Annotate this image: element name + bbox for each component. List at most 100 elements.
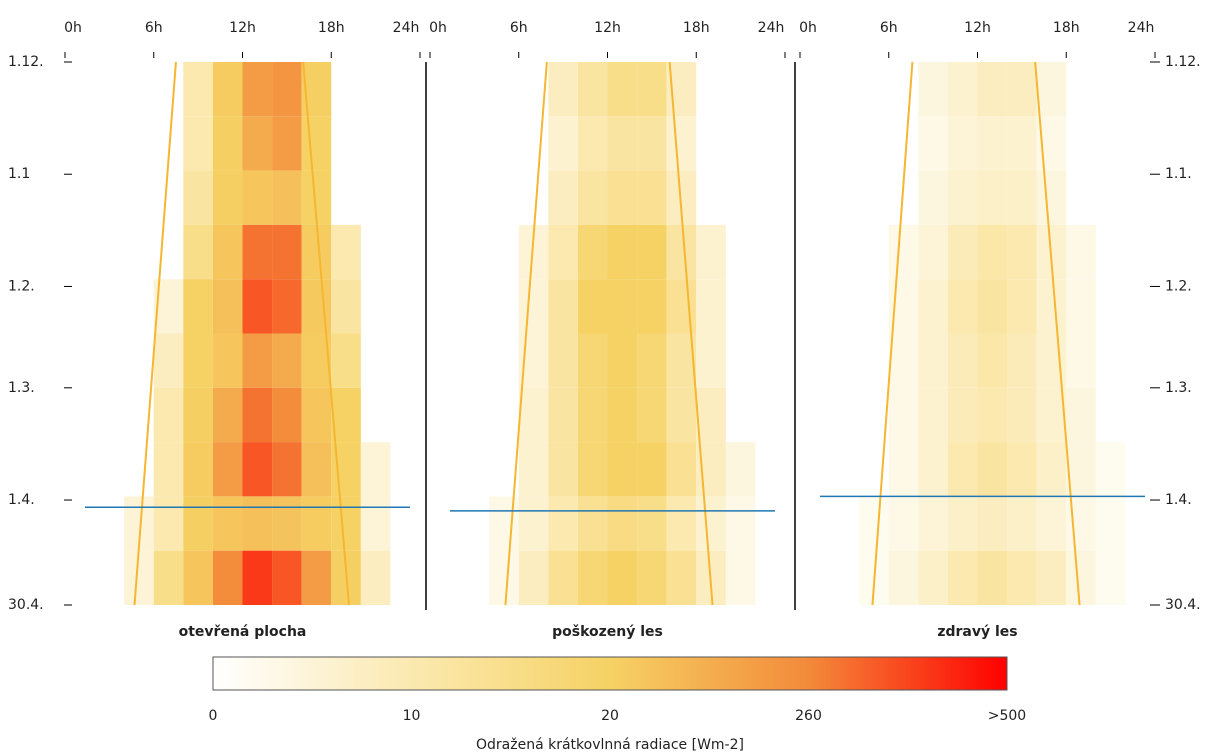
heat-cell (212, 550, 243, 605)
heat-cell (272, 496, 302, 551)
daylight-line (668, 61, 714, 606)
heat-cell (696, 387, 726, 443)
heat-cell (947, 116, 978, 171)
heat-cell (212, 116, 243, 171)
heat-cell (637, 279, 667, 334)
y-tick-label: 1.12. (8, 54, 44, 70)
heat-cell (1066, 442, 1096, 497)
y2-tick-label: 1.12. (1165, 54, 1201, 70)
heat-cell (1036, 170, 1067, 225)
heat-cell (331, 224, 361, 280)
heat-cell (183, 550, 213, 605)
panel-title: zdravý les (937, 624, 1017, 640)
x-tick-label: 6h (510, 20, 528, 36)
colorbar-title: Odražená krátkovlnná radiace [Wm-2] (476, 737, 744, 753)
heat-cell (1007, 333, 1037, 388)
heat-cell (977, 333, 1008, 388)
heat-cell (637, 116, 667, 171)
daylight-line (133, 61, 177, 606)
heat-cell (577, 170, 608, 225)
x-tick-label: 24h (1128, 20, 1155, 36)
heat-cell (489, 496, 519, 551)
heat-cell (1095, 442, 1126, 497)
heat-cell (1007, 496, 1037, 551)
heat-cell (518, 387, 549, 443)
heat-cell (331, 333, 361, 388)
heat-cell (183, 170, 213, 225)
x-tick-label: 6h (880, 20, 898, 36)
heat-cell (518, 550, 549, 605)
heat-cell (888, 442, 919, 497)
heat-cell (301, 279, 332, 334)
heat-cell (1007, 62, 1037, 117)
heat-cell (272, 170, 302, 225)
heat-cell (301, 224, 332, 280)
heat-cell (1007, 279, 1037, 334)
y2-tick-label: 1.2. (1165, 278, 1192, 294)
heat-cell (666, 224, 697, 280)
heat-cell (666, 116, 697, 171)
heat-cell (607, 442, 638, 497)
heat-cell (918, 224, 948, 280)
heat-cell (548, 496, 578, 551)
heat-cell (242, 333, 273, 388)
heat-cell (977, 224, 1008, 280)
heat-cell (548, 387, 578, 443)
panel-title: poškozený les (552, 624, 663, 640)
heat-cell (272, 387, 302, 443)
heat-cell (977, 496, 1008, 551)
heat-cell (577, 224, 608, 280)
heat-cell (183, 496, 213, 551)
heat-cell (947, 333, 978, 388)
heat-cell (1007, 116, 1037, 171)
heat-cell (637, 170, 667, 225)
heat-cell (888, 224, 919, 280)
heat-cell (518, 496, 549, 551)
x-tick-label: 12h (229, 20, 256, 36)
heat-cell (272, 116, 302, 171)
heat-cell (977, 116, 1008, 171)
heat-cell (977, 279, 1008, 334)
heat-cell (696, 496, 726, 551)
heat-cell (272, 550, 302, 605)
heat-cell (153, 496, 184, 551)
heat-cell (977, 170, 1008, 225)
heat-cell (577, 333, 608, 388)
heat-cell (212, 279, 243, 334)
heat-cell (947, 387, 978, 443)
heat-cell (183, 116, 213, 171)
heat-cell (696, 279, 726, 334)
heat-cell (637, 333, 667, 388)
heat-cell (918, 442, 948, 497)
heat-cell (183, 442, 213, 497)
x-tick-label: 0h (429, 20, 447, 36)
heat-cell (272, 279, 302, 334)
heat-cell (548, 279, 578, 334)
colorbar (212, 656, 1008, 691)
heat-cell (666, 550, 697, 605)
y2-tick-label: 1.3. (1165, 380, 1192, 396)
heat-cell (947, 62, 978, 117)
heat-cell (637, 550, 667, 605)
x-tick-label: 24h (758, 20, 785, 36)
heat-cell (360, 550, 391, 605)
heat-cell (1066, 387, 1096, 443)
heat-cell (577, 496, 608, 551)
heat-cell (977, 550, 1008, 605)
heat-cell (1036, 279, 1067, 334)
heat-cell (242, 62, 273, 117)
heat-cell (212, 496, 243, 551)
heat-cell (153, 550, 184, 605)
heat-cell (607, 170, 638, 225)
heat-cell (577, 550, 608, 605)
heat-cell (888, 387, 919, 443)
colorbar-tick-label: >500 (988, 708, 1026, 724)
heat-cell (1036, 387, 1067, 443)
heat-cell (301, 387, 332, 443)
daylight-line (871, 61, 914, 606)
heat-cell (947, 496, 978, 551)
heat-cell (1036, 62, 1067, 117)
heat-cell (977, 387, 1008, 443)
heat-cell (947, 279, 978, 334)
